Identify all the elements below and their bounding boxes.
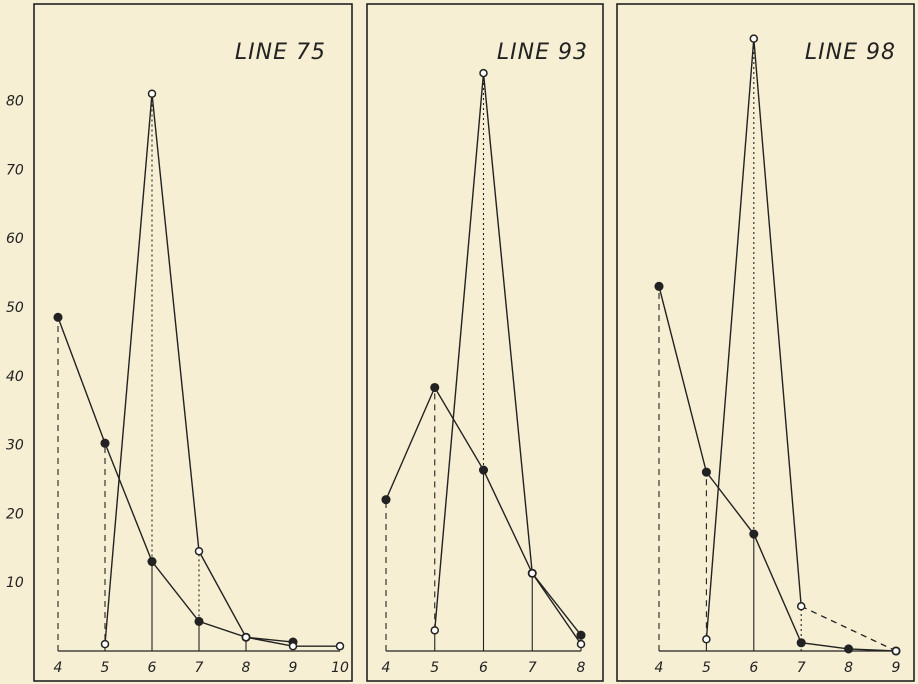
x-tick-label: 6 xyxy=(479,660,488,676)
data-point-filled xyxy=(194,616,204,626)
x-tick-label: 6 xyxy=(749,660,758,676)
series-line-filled xyxy=(658,286,897,652)
panel-line-98: LINE 98 4 5 6 7 8 9 xyxy=(616,3,915,682)
y-tick-label: 10 xyxy=(6,575,24,591)
data-point-open xyxy=(749,34,759,43)
y-tick-label: 70 xyxy=(6,162,24,178)
panel-frame xyxy=(33,3,353,682)
data-point-filled xyxy=(100,438,110,448)
panel-title: LINE 98 xyxy=(805,40,896,65)
data-point-open xyxy=(891,646,901,656)
x-tick-label: 7 xyxy=(797,660,806,676)
data-point-open xyxy=(241,632,251,642)
y-tick-label: 50 xyxy=(6,300,24,316)
x-tick-label: 7 xyxy=(195,660,204,676)
panel-line-75: LINE 75 4 5 6 7 8 9 10 xyxy=(33,3,353,682)
data-point-filled xyxy=(654,281,664,291)
x-tick-label: 6 xyxy=(148,660,157,676)
data-point-filled xyxy=(478,465,489,475)
y-tick-label: 80 xyxy=(6,94,24,110)
data-point-filled xyxy=(576,630,586,640)
data-point-open xyxy=(796,602,806,611)
x-tick-label: 4 xyxy=(382,660,391,676)
panel-line-93: LINE 93 4 5 6 7 8 xyxy=(366,3,604,682)
series-line-filled xyxy=(57,317,294,643)
x-tick-label: 9 xyxy=(289,660,298,676)
x-tick-label: 5 xyxy=(430,660,439,676)
data-point-open xyxy=(479,68,488,78)
panel-title: LINE 75 xyxy=(235,40,326,65)
x-tick-label: 5 xyxy=(101,660,110,676)
data-point-open xyxy=(147,89,157,98)
panel-title: LINE 93 xyxy=(497,40,588,65)
segment-mask xyxy=(800,605,897,653)
data-point-open xyxy=(430,626,439,635)
x-tick-label: 9 xyxy=(892,660,901,676)
data-point-filled xyxy=(701,467,711,477)
data-point-open xyxy=(288,641,298,651)
panel-frame xyxy=(366,3,604,682)
data-point-open xyxy=(100,639,110,649)
series-line-open xyxy=(705,38,897,652)
x-tick-label: 8 xyxy=(242,660,251,676)
series-line-open xyxy=(434,73,582,645)
data-point-open xyxy=(194,546,204,556)
data-point-filled xyxy=(844,644,854,654)
data-point-open xyxy=(702,635,711,644)
data-point-filled xyxy=(749,529,759,539)
x-tick-label: 4 xyxy=(655,660,664,676)
x-tick-label: 7 xyxy=(528,660,537,676)
x-tick-label: 8 xyxy=(844,660,853,676)
y-tick-label: 60 xyxy=(6,231,24,247)
y-tick-label: 40 xyxy=(6,369,24,385)
data-point-filled xyxy=(53,312,63,322)
data-point-filled xyxy=(147,557,157,567)
data-point-open xyxy=(528,569,537,578)
data-point-filled xyxy=(796,638,806,648)
x-tick-label: 5 xyxy=(702,660,711,676)
data-point-open xyxy=(335,641,345,651)
y-tick-label: 30 xyxy=(6,438,24,454)
series-line-open xyxy=(104,93,340,647)
data-point-filled xyxy=(430,382,440,393)
y-axis-labels: 10 20 30 40 50 60 70 80 xyxy=(6,94,24,592)
x-tick-label: 4 xyxy=(54,660,63,676)
data-point-open xyxy=(576,639,586,649)
y-tick-label: 20 xyxy=(6,506,24,522)
panel-frame xyxy=(616,3,915,682)
x-tick-label: 10 xyxy=(331,660,349,676)
data-point-filled xyxy=(381,495,391,505)
x-tick-label: 8 xyxy=(577,660,586,676)
